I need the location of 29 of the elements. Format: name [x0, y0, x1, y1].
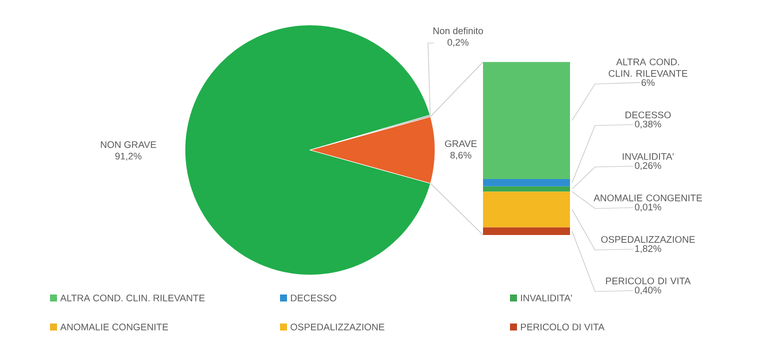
slice-label: NON GRAVE [100, 141, 156, 148]
data-label: 8,6% [450, 152, 472, 160]
legend-label: PERICOLO DI VITA [520, 324, 604, 330]
text: DECESSO [626, 112, 671, 118]
data-label: 0,26% [634, 162, 662, 170]
legend-label: INVALIDITA' [521, 294, 572, 302]
legend-label: OSPEDALIZZAZIONE [290, 324, 384, 330]
bar [483, 179, 570, 186]
text: ALTRA COND. CLIN. RILEVANTE [608, 58, 688, 77]
data-label: 0,38% [634, 120, 662, 129]
bar [483, 186, 570, 192]
data-label: 0,01% [634, 204, 662, 212]
data-label: 1,82% [635, 245, 662, 254]
slice-label: Non definito [433, 27, 483, 34]
bar [483, 227, 570, 235]
text: PERICOLO DI VITA [606, 278, 691, 284]
slice-label: GRAVE [445, 140, 477, 148]
data-label: 0,2% [448, 38, 468, 47]
data-label: 0,40% [634, 286, 662, 295]
data-label: 91,2% [115, 152, 142, 161]
legend-label: DECESSO [290, 294, 336, 302]
text: ANOMALIE CONGENITE [594, 194, 702, 202]
text: INVALIDITA' [622, 153, 674, 160]
text: OSPEDALIZZAZIONE [601, 236, 695, 243]
data-label: 6% [642, 79, 655, 86]
bar [483, 62, 570, 180]
legend-label: ALTRA COND. CLIN. RILEVANTE [60, 294, 205, 302]
bar [483, 192, 570, 228]
legend-label: ANOMALIE CONGENITE [60, 324, 168, 330]
